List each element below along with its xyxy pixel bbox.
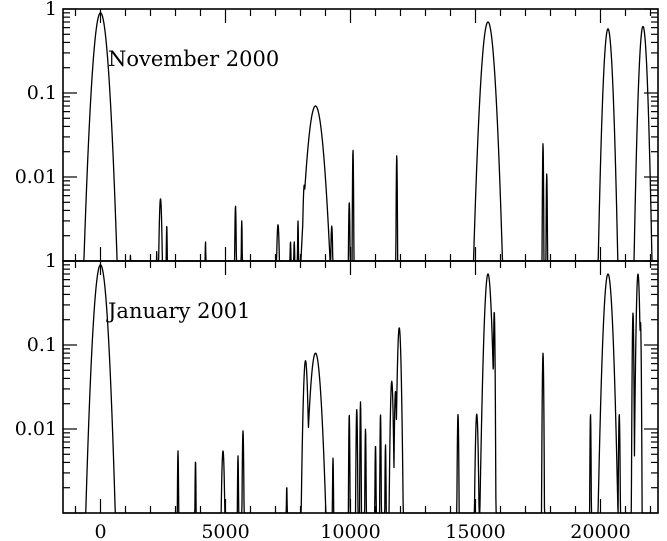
x-tick-label: 20000 [570,521,630,541]
plot-frame [62,260,659,514]
y-tick-label: 0.01 [15,418,57,440]
panel-january-2001: January 2001 0.01 0.1 1 0 5000 10000 15000 2000… [15,250,659,541]
x-tick-label: 0 [94,521,106,541]
panel-title: November 2000 [108,47,279,71]
y-tick-label: 0.01 [15,166,57,188]
y-tick-label: 1 [45,0,57,20]
y-tick-label: 0.1 [27,82,57,104]
x-tick-label: 10000 [320,521,380,541]
x-tick-label: 5000 [201,521,249,541]
y-tick-label: 1 [45,250,57,272]
panel-november-2000: November 2000 0.01 0.1 1 [15,0,659,262]
panel-title: January 2001 [106,299,251,323]
x-tick-label: 15000 [445,521,505,541]
y-tick-label: 0.1 [27,334,57,356]
